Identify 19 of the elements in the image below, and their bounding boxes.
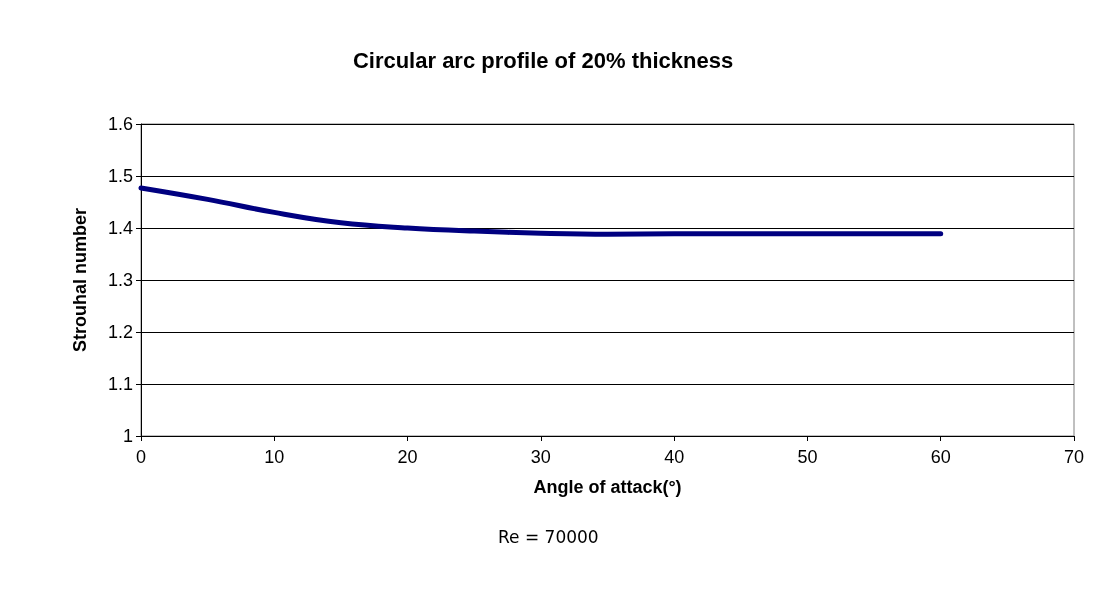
text: Re = 70000 [498, 526, 599, 547]
y-tick-label: 1.3 [107, 270, 133, 290]
y-tick-label: 1.5 [107, 166, 133, 186]
y-tick-label: 1 [122, 426, 133, 446]
x-tick-label: 20 [397, 447, 418, 467]
x-tick-label: 40 [664, 447, 685, 467]
y-tick-label: 1.1 [107, 374, 133, 394]
x-tick-label: 10 [264, 447, 285, 467]
x-tick-label: 70 [1063, 447, 1085, 467]
x-axis-title: Angle of attack(°) [533, 477, 682, 497]
x-tick-label: 0 [135, 447, 147, 467]
y-tick-label: 1.2 [107, 322, 133, 342]
x-tick-label: 60 [930, 447, 951, 467]
y-tick-label: 1.6 [107, 114, 133, 134]
y-axis-title: Strouhal number [70, 207, 90, 353]
x-tick-label: 30 [530, 447, 551, 467]
x-tick-label: 50 [797, 447, 818, 467]
chart-title: Circular arc profile of 20% thickness [352, 47, 734, 73]
y-tick-label: 1.4 [107, 218, 133, 238]
